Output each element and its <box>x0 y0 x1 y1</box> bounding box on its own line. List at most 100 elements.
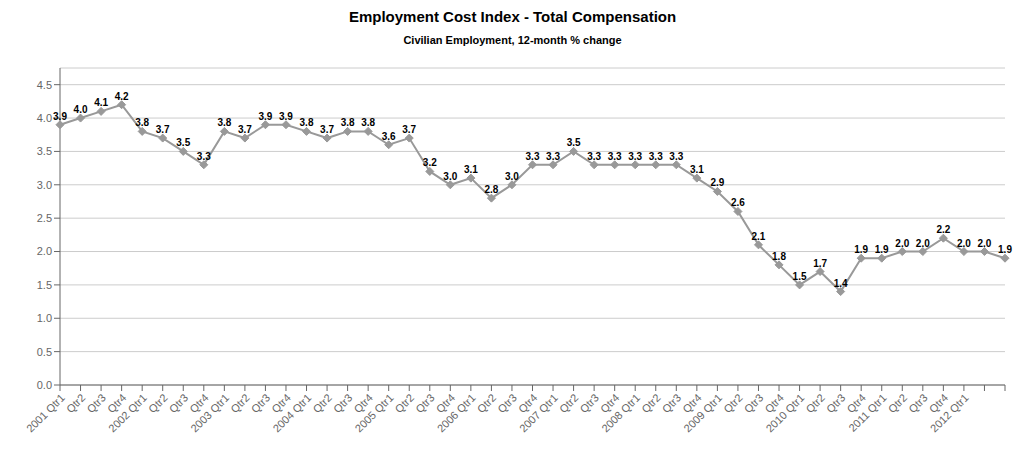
svg-text:Qtr2: Qtr2 <box>475 391 499 415</box>
svg-text:Qtr2: Qtr2 <box>639 391 663 415</box>
svg-text:2.0: 2.0 <box>916 238 930 249</box>
svg-text:3.8: 3.8 <box>217 117 231 128</box>
svg-text:2006 Qtr1: 2006 Qtr1 <box>435 391 478 434</box>
svg-text:3.5: 3.5 <box>37 145 52 157</box>
svg-text:3.8: 3.8 <box>300 117 314 128</box>
svg-text:Qtr4: Qtr4 <box>187 391 211 416</box>
svg-text:1.9: 1.9 <box>854 244 868 255</box>
svg-text:Qtr3: Qtr3 <box>331 391 355 415</box>
svg-text:Qtr2: Qtr2 <box>721 391 745 415</box>
svg-text:4.0: 4.0 <box>74 104 88 115</box>
svg-text:3.3: 3.3 <box>587 151 601 162</box>
svg-text:3.7: 3.7 <box>156 124 170 135</box>
svg-text:2010 Qtr1: 2010 Qtr1 <box>763 391 806 434</box>
svg-text:Qtr4: Qtr4 <box>926 391 951 416</box>
svg-text:Qtr4: Qtr4 <box>844 391 869 416</box>
svg-text:Qtr3: Qtr3 <box>84 391 108 415</box>
svg-text:Qtr3: Qtr3 <box>660 391 684 415</box>
svg-text:2011 Qtr1: 2011 Qtr1 <box>846 391 889 434</box>
svg-text:Qtr3: Qtr3 <box>495 391 519 415</box>
svg-text:2.6: 2.6 <box>731 197 745 208</box>
svg-text:3.5: 3.5 <box>176 137 190 148</box>
svg-text:3.3: 3.3 <box>526 151 540 162</box>
svg-text:Qtr2: Qtr2 <box>146 391 170 415</box>
svg-text:3.1: 3.1 <box>464 164 478 175</box>
svg-text:Qtr4: Qtr4 <box>515 391 540 416</box>
svg-text:1.4: 1.4 <box>834 278 848 289</box>
svg-text:3.6: 3.6 <box>382 131 396 142</box>
svg-text:3.5: 3.5 <box>567 137 581 148</box>
svg-text:Qtr2: Qtr2 <box>886 391 910 415</box>
svg-text:Qtr2: Qtr2 <box>64 391 88 415</box>
svg-text:4.5: 4.5 <box>37 79 52 91</box>
svg-text:Qtr2: Qtr2 <box>310 391 334 415</box>
svg-text:Qtr4: Qtr4 <box>598 391 622 416</box>
svg-text:2004 Qtr1: 2004 Qtr1 <box>270 391 313 434</box>
svg-text:Qtr4: Qtr4 <box>269 391 293 416</box>
svg-text:1.0: 1.0 <box>37 312 52 324</box>
svg-text:Qtr3: Qtr3 <box>906 391 930 415</box>
svg-text:1.8: 1.8 <box>772 251 786 262</box>
svg-text:Qtr3: Qtr3 <box>167 391 191 415</box>
svg-text:1.9: 1.9 <box>875 244 889 255</box>
svg-text:4.2: 4.2 <box>115 91 129 102</box>
svg-text:2003 Qtr1: 2003 Qtr1 <box>188 391 231 434</box>
svg-text:3.0: 3.0 <box>505 171 519 182</box>
svg-text:3.2: 3.2 <box>423 157 437 168</box>
svg-text:Qtr4: Qtr4 <box>433 391 458 416</box>
svg-text:Qtr3: Qtr3 <box>413 391 437 415</box>
svg-text:3.9: 3.9 <box>53 111 67 122</box>
svg-text:2.9: 2.9 <box>710 177 724 188</box>
svg-text:3.3: 3.3 <box>546 151 560 162</box>
svg-text:2.1: 2.1 <box>752 231 766 242</box>
svg-text:3.8: 3.8 <box>135 117 149 128</box>
svg-text:3.9: 3.9 <box>258 111 272 122</box>
svg-text:2007 Qtr1: 2007 Qtr1 <box>517 391 560 434</box>
svg-text:3.3: 3.3 <box>669 151 683 162</box>
svg-text:0.5: 0.5 <box>37 346 52 358</box>
svg-text:3.8: 3.8 <box>341 117 355 128</box>
svg-text:Qtr2: Qtr2 <box>557 391 581 415</box>
svg-text:Qtr3: Qtr3 <box>742 391 766 415</box>
svg-text:3.3: 3.3 <box>628 151 642 162</box>
svg-text:2.0: 2.0 <box>978 238 992 249</box>
svg-text:3.9: 3.9 <box>279 111 293 122</box>
svg-text:Qtr3: Qtr3 <box>577 391 601 415</box>
svg-text:3.0: 3.0 <box>443 171 457 182</box>
svg-text:2.2: 2.2 <box>936 224 950 235</box>
svg-text:Qtr3: Qtr3 <box>824 391 848 415</box>
svg-text:1.7: 1.7 <box>813 258 827 269</box>
svg-text:2.5: 2.5 <box>37 212 52 224</box>
svg-text:3.3: 3.3 <box>608 151 622 162</box>
svg-text:Qtr3: Qtr3 <box>249 391 273 415</box>
svg-text:1.9: 1.9 <box>998 244 1012 255</box>
svg-text:Qtr2: Qtr2 <box>228 391 252 415</box>
svg-text:Qtr4: Qtr4 <box>104 391 129 416</box>
svg-text:2.0: 2.0 <box>895 238 909 249</box>
svg-text:1.5: 1.5 <box>793 271 807 282</box>
svg-text:2012 Qtr1: 2012 Qtr1 <box>928 391 971 434</box>
svg-text:3.3: 3.3 <box>197 151 211 162</box>
svg-text:2.8: 2.8 <box>484 184 498 195</box>
svg-text:3.3: 3.3 <box>649 151 663 162</box>
svg-text:2009 Qtr1: 2009 Qtr1 <box>681 391 724 434</box>
svg-text:4.1: 4.1 <box>94 97 108 108</box>
svg-text:Qtr2: Qtr2 <box>393 391 417 415</box>
svg-text:2005 Qtr1: 2005 Qtr1 <box>353 391 396 434</box>
svg-text:3.7: 3.7 <box>238 124 252 135</box>
svg-text:2002 Qtr1: 2002 Qtr1 <box>106 391 149 434</box>
svg-text:Qtr4: Qtr4 <box>351 391 376 416</box>
svg-text:2001 Qtr1: 2001 Qtr1 <box>24 391 67 434</box>
svg-text:3.0: 3.0 <box>37 179 52 191</box>
svg-text:3.1: 3.1 <box>690 164 704 175</box>
svg-text:1.5: 1.5 <box>37 279 52 291</box>
svg-text:3.8: 3.8 <box>361 117 375 128</box>
svg-text:Qtr2: Qtr2 <box>803 391 827 415</box>
svg-text:3.7: 3.7 <box>402 124 416 135</box>
svg-text:0.0: 0.0 <box>37 379 52 391</box>
svg-text:3.7: 3.7 <box>320 124 334 135</box>
svg-text:2008 Qtr1: 2008 Qtr1 <box>599 391 642 434</box>
svg-text:2.0: 2.0 <box>957 238 971 249</box>
svg-text:4.0: 4.0 <box>37 112 52 124</box>
svg-text:2.0: 2.0 <box>37 245 52 257</box>
